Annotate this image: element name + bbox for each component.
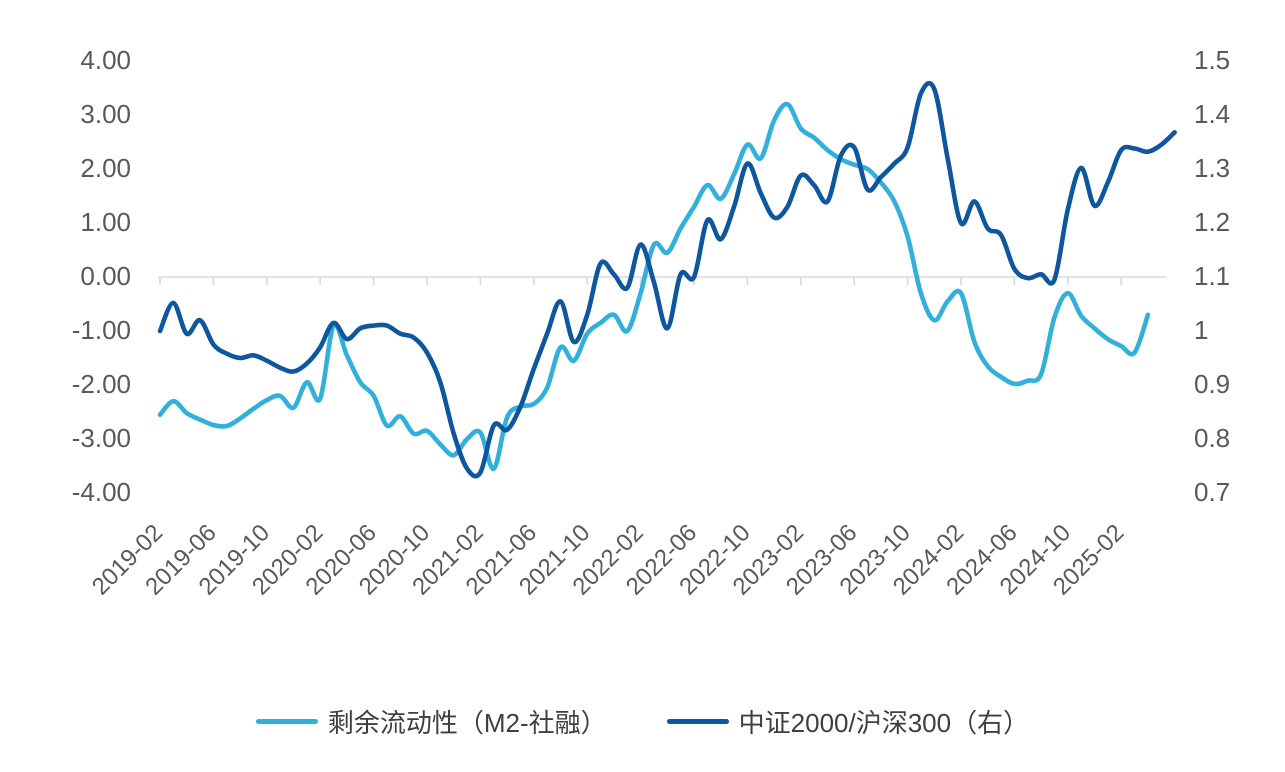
series-line-index-ratio [157, 80, 1177, 479]
left-axis-tick-label: 4.00 [80, 45, 131, 75]
right-axis-tick-label: 0.9 [1194, 369, 1230, 399]
right-axis-tick-label: 1.4 [1194, 99, 1230, 129]
chart-legend: 剩余流动性（M2-社融） 中证2000/沪深300（右） [0, 703, 1285, 740]
right-axis-tick-label: 1 [1194, 315, 1208, 345]
right-axis-tick-label: 1.5 [1194, 45, 1230, 75]
legend-item-index-ratio: 中证2000/沪深300（右） [666, 703, 1030, 740]
right-axis-tick-label: 1.1 [1194, 261, 1230, 291]
right-axis-tick-label: 0.7 [1194, 477, 1230, 507]
series-line-liquidity [157, 101, 1151, 472]
left-axis-tick-label: -4.00 [72, 477, 131, 507]
left-axis-tick-label: -2.00 [72, 369, 131, 399]
legend-label-liquidity: 剩余流动性（M2-社融） [327, 708, 607, 738]
legend-item-liquidity: 剩余流动性（M2-社融） [255, 703, 607, 740]
left-axis-tick-label: -3.00 [72, 423, 131, 453]
left-axis-tick-label: 2.00 [80, 153, 131, 183]
left-axis-tick-label: 3.00 [80, 99, 131, 129]
left-axis-tick-label: 0.00 [80, 261, 131, 291]
legend-swatch-dark-blue [666, 719, 729, 724]
left-axis-tick-label: 1.00 [80, 207, 131, 237]
legend-swatch-light-blue [255, 719, 318, 724]
right-axis-tick-label: 1.2 [1194, 207, 1230, 237]
right-axis-tick-label: 1.3 [1194, 153, 1230, 183]
legend-label-index-ratio: 中证2000/沪深300（右） [738, 708, 1030, 738]
right-axis-tick-label: 0.8 [1194, 423, 1230, 453]
left-axis-tick-label: -1.00 [72, 315, 131, 345]
